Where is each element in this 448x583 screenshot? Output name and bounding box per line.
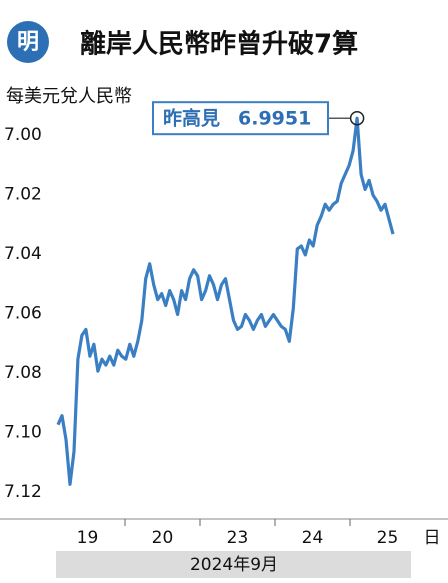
y-tick-label: 7.10 (4, 423, 42, 443)
chart-title: 離岸人民幣昨曾升破7算 (80, 29, 358, 60)
x-tick-label: 23 (227, 528, 249, 548)
y-tick-label: 7.04 (4, 244, 42, 264)
y-tick-label: 7.02 (4, 184, 42, 204)
x-tick-label: 19 (77, 528, 99, 548)
logo-badge (7, 21, 49, 63)
logo: 明 (17, 30, 39, 55)
x-unit: 日 (424, 528, 441, 548)
annotation-marker (349, 110, 365, 126)
y-tick-label: 7.08 (4, 363, 42, 383)
annotation-value: 6.9951 (238, 108, 311, 130)
period-band (56, 551, 411, 578)
subtitle: 每美元兌人民幣 (6, 86, 132, 107)
y-tick-label: 7.12 (4, 482, 42, 502)
annotation-box (152, 101, 329, 136)
price-line (56, 116, 395, 486)
y-tick-label: 7.00 (4, 125, 42, 145)
annotation-label: 昨高見 (163, 107, 220, 130)
y-tick-label: 7.06 (4, 304, 42, 324)
x-tick-label: 24 (302, 528, 324, 548)
x-tick-label: 25 (377, 528, 399, 548)
x-tick-label: 20 (152, 528, 174, 548)
period-label: 2024年9月 (190, 555, 278, 575)
